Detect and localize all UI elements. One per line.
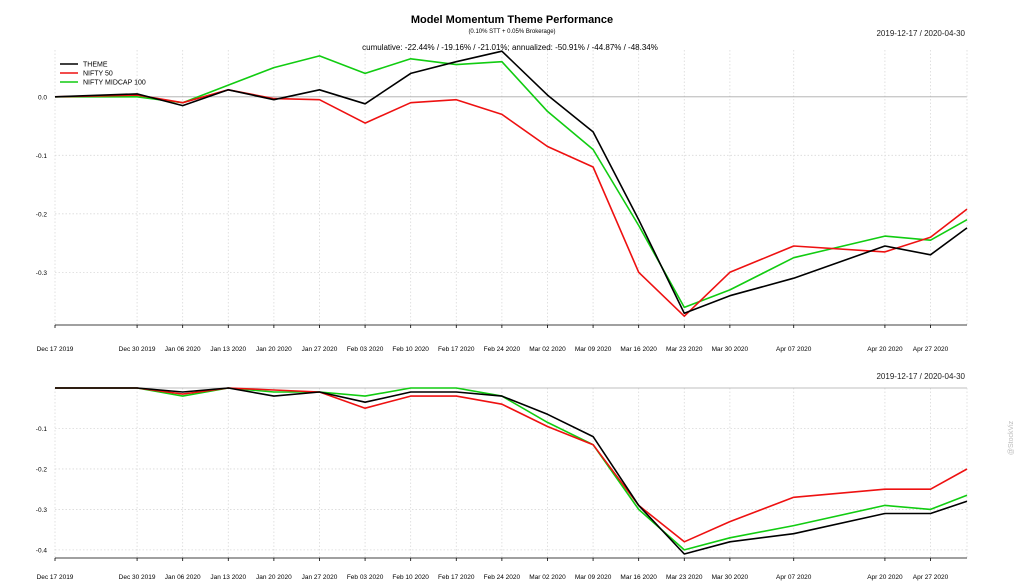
bottom-x-tick-label: Mar 16 2020 [620,574,657,581]
bottom-x-tick-label: Mar 02 2020 [529,574,566,581]
legend-label: NIFTY MIDCAP 100 [83,80,146,87]
bottom-x-tick-label: Apr 20 2020 [867,574,903,581]
bottom-x-tick-label: Apr 27 2020 [913,574,949,581]
chart-subtitle: (0.10% STT + 0.05% Brokerage) [468,29,555,35]
date-range-bottom: 2019-12-17 / 2020-04-30 [876,372,965,381]
bottom-x-tick-label: Dec 17 2019 [37,574,74,581]
watermark: @StockViz [1008,420,1015,455]
plot-layer: Dec 17 2019 Dec 30 2019 Jan 06 2020 Jan 13 … [36,50,968,581]
top-y-tick-label: -0.3 [36,270,48,277]
top-x-tick-label: Mar 16 2020 [620,346,657,353]
top-x-tick-label: Apr 27 2020 [913,346,949,353]
top-x-tick-label: Dec 17 2019 [37,346,74,353]
bottom-x-tick-label: Mar 09 2020 [575,574,612,581]
legend-label: NIFTY 50 [83,71,113,78]
bottom-x-tick-label: Jan 27 2020 [302,574,338,581]
bottom-y-tick-label: -0.2 [36,466,48,473]
top-x-tick-label: Jan 06 2020 [165,346,201,353]
bottom-x-tick-label: Jan 13 2020 [210,574,246,581]
bottom-x-tick-label: Feb 03 2020 [347,574,384,581]
top-x-tick-label: Jan 20 2020 [256,346,292,353]
legend-label: THEME [83,62,108,69]
top-y-tick-label: -0.1 [36,153,48,160]
top-y-tick-label: 0.0 [38,94,47,101]
bottom-x-tick-label: Mar 30 2020 [712,574,749,581]
top-x-tick-label: Mar 23 2020 [666,346,703,353]
top-x-tick-label: Feb 03 2020 [347,346,384,353]
bottom-y-tick-label: -0.1 [36,426,48,433]
top-x-tick-label: Feb 10 2020 [392,346,429,353]
top-series-line-theme [54,50,968,315]
top-x-tick-label: Jan 27 2020 [302,346,338,353]
bottom-y-tick-label: -0.3 [36,507,48,514]
top-x-tick-label: Feb 24 2020 [484,346,521,353]
top-x-tick-label: Apr 20 2020 [867,346,903,353]
top-series-line-nifty-50 [54,89,968,318]
bottom-x-tick-label: Feb 24 2020 [484,574,521,581]
bottom-x-tick-label: Feb 10 2020 [392,574,429,581]
stats-line: cumulative: -22.44% / -19.16% / -21.01%;… [362,43,658,52]
bottom-x-tick-label: Mar 23 2020 [666,574,703,581]
bottom-series-line-theme [55,387,968,555]
chart-title: Model Momentum Theme Performance [411,14,613,26]
top-x-tick-label: Jan 13 2020 [210,346,246,353]
bottom-x-tick-label: Jan 06 2020 [165,574,201,581]
date-range-top: 2019-12-17 / 2020-04-30 [876,29,965,38]
top-x-tick-label: Apr 07 2020 [776,346,812,353]
top-series-line-nifty-midcap-100 [55,55,968,309]
top-x-tick-label: Dec 30 2019 [119,346,156,353]
top-x-tick-label: Feb 17 2020 [438,346,475,353]
top-x-tick-label: Mar 30 2020 [712,346,749,353]
bottom-y-tick-label: -0.4 [36,547,48,554]
bottom-x-tick-label: Dec 30 2019 [119,574,156,581]
top-y-tick-label: -0.2 [36,211,48,218]
top-x-tick-label: Mar 09 2020 [575,346,612,353]
bottom-x-tick-label: Apr 07 2020 [776,574,812,581]
top-x-tick-label: Mar 02 2020 [529,346,566,353]
bottom-series-line-nifty-50 [55,387,968,543]
bottom-x-tick-label: Feb 17 2020 [438,574,475,581]
bottom-x-tick-label: Jan 20 2020 [256,574,292,581]
